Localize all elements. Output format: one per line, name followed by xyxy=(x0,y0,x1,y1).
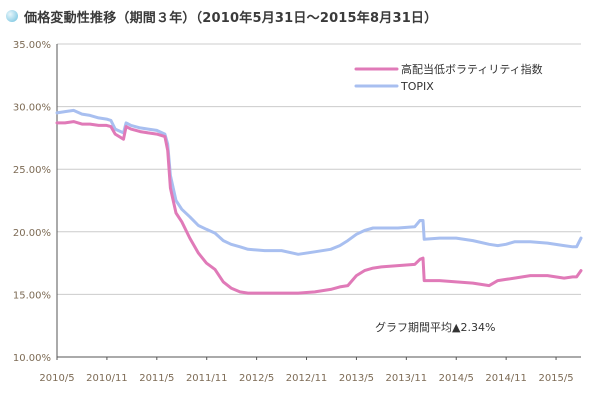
y-tick-label: 35.00% xyxy=(13,40,51,51)
series-line-topix xyxy=(55,108,583,256)
y-tick-label: 30.00% xyxy=(13,103,51,114)
x-tick-label: 2012/5 xyxy=(239,373,274,384)
legend: 高配当低ボラティリティ指数 TOPIX xyxy=(354,62,543,93)
chart-title: 価格変動性推移（期間３年）（2010年5月31日〜2015年8月31日） xyxy=(24,10,438,26)
x-tick-label: 2010/5 xyxy=(39,373,74,384)
period-average-annotation: グラフ期間平均▲2.34% xyxy=(375,320,495,334)
series-line-high-dividend-low-volatility xyxy=(55,120,583,295)
title-bullet-icon xyxy=(6,10,18,22)
x-tick-label: 2014/11 xyxy=(485,373,527,384)
x-tick-label: 2013/5 xyxy=(339,373,374,384)
x-tick-label: 2010/11 xyxy=(86,373,128,384)
legend-high-dividend-label: 高配当低ボラティリティ指数 xyxy=(401,62,543,76)
y-tick-label: 25.00% xyxy=(13,165,51,176)
grid-layer xyxy=(57,43,581,295)
axis-layer: 10.00% 15.00% 20.00% 25.00% 30.00% 35.00% 2010… xyxy=(13,40,581,384)
title-row: 価格変動性推移（期間３年）（2010年5月31日〜2015年8月31日） xyxy=(6,4,437,28)
x-tick-label: 2011/11 xyxy=(186,373,228,384)
legend-topix-label: TOPIX xyxy=(400,80,434,93)
y-tick-label: 20.00% xyxy=(13,228,51,239)
x-tick-label: 2013/11 xyxy=(386,373,428,384)
y-tick-label: 10.00% xyxy=(13,353,51,364)
series-layer xyxy=(55,108,583,295)
x-tick-label: 2014/5 xyxy=(439,373,474,384)
annotation-layer: グラフ期間平均▲2.34% xyxy=(375,320,495,334)
x-tick-label: 2015/5 xyxy=(538,373,573,384)
x-tick-label: 2012/11 xyxy=(286,373,328,384)
y-tick-label: 15.00% xyxy=(13,290,51,301)
x-tick-label: 2011/5 xyxy=(139,373,174,384)
